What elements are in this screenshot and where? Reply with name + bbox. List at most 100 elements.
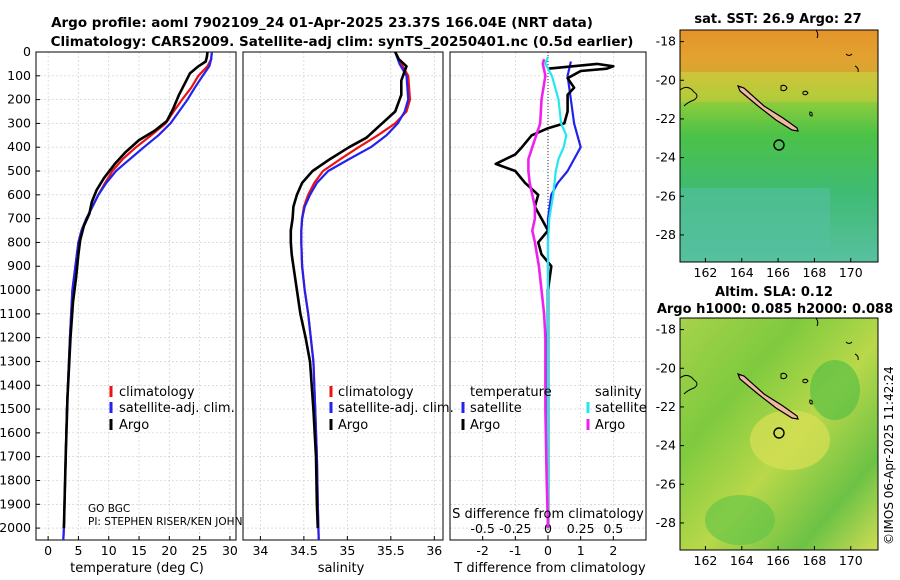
- series-line-argo: [289, 51, 408, 529]
- s-tick-label: 0.25: [567, 521, 595, 536]
- loyalty-islands: [780, 372, 813, 405]
- salinity-axes: [242, 51, 444, 541]
- loyalty-islands: [780, 84, 813, 117]
- series-line-argo: [62, 51, 209, 529]
- y-tick-label: 0: [23, 44, 31, 59]
- x-tick-label: 20: [161, 543, 177, 558]
- legend-climatology-label: climatology: [338, 385, 414, 400]
- y-tick-label: 1700: [0, 449, 31, 464]
- map-x-tick-label: 166: [766, 553, 790, 568]
- s-difference-label: S difference from climatology: [452, 507, 644, 522]
- legend-satellite-label: satellite-adj. clim.: [338, 401, 454, 416]
- y-tick-label: 300: [7, 115, 31, 130]
- sla-map-title: Altim. SLA: 0.12: [715, 285, 833, 300]
- legend-temperature-header: temperature: [470, 385, 552, 400]
- series-line-satellite-adj-clim-: [300, 51, 410, 541]
- y-tick-label: 200: [7, 92, 31, 107]
- new-caledonia-island: [736, 85, 799, 132]
- map-x-tick-label: 166: [766, 265, 790, 280]
- new-caledonia-island: [736, 373, 799, 420]
- map-y-tick-label: -26: [656, 188, 676, 203]
- sst-yellow-band: [680, 72, 878, 102]
- y-tick-label: 1900: [0, 496, 31, 511]
- legend-argo-label: Argo: [119, 418, 149, 433]
- map-y-tick-label: -20: [656, 360, 676, 375]
- map-x-tick-label: 162: [694, 265, 718, 280]
- temperature-axes: [35, 51, 237, 541]
- y-tick-label: 1000: [0, 282, 31, 297]
- map-x-tick-label: 170: [839, 265, 863, 280]
- sst-cool-patch: [680, 188, 830, 262]
- s-tick-label: 0: [544, 521, 552, 536]
- pi-label: PI: STEPHEN RISER/KEN JOHN: [88, 516, 242, 528]
- y-tick-label: 800: [7, 234, 31, 249]
- series-line-t-argo: [494, 62, 615, 529]
- sla-low-blob: [810, 360, 860, 420]
- sla-map-frame: [679, 317, 879, 551]
- x-tick-label: 35.5: [377, 543, 405, 558]
- series-line-climatology: [62, 51, 213, 541]
- series-line-s-argo: [527, 58, 550, 529]
- map-x-tick-label: 170: [839, 553, 863, 568]
- depth-tick-labels: 0 100 200 300 400 500 600 700 800 900 1000 1100 1200…: [0, 44, 40, 535]
- x-tick-label: 1: [577, 543, 585, 558]
- difference-panel: -2 -1 0 1 2 -0.5 -0.25 0 0.25 0.5 S difference f…: [449, 51, 647, 576]
- temperature-legend: climatology satellite-adj. clim. Argo: [109, 385, 235, 433]
- sst-warm-patch: [680, 30, 878, 72]
- salinity-grid: [243, 51, 443, 540]
- s-tick-label: 0.5: [603, 521, 623, 536]
- sla-map-panel: Altim. SLA: 0.12 Argo h1000: 0.085 h2000…: [656, 285, 894, 568]
- legend-satellite-label: satellite-adj. clim.: [119, 401, 235, 416]
- legend-s-argo-label: Argo: [595, 418, 625, 433]
- legend-argo-label: Argo: [338, 418, 368, 433]
- x-tick-label: 36: [426, 543, 442, 558]
- series-line-s-satellite: [544, 56, 568, 529]
- legend-s-satellite-label: satellite: [595, 401, 647, 416]
- map-y-tick-label: -24: [656, 150, 676, 165]
- map-y-tick-label: -28: [656, 515, 676, 530]
- difference-tick-labels: -2 -1 0 1 2: [476, 536, 617, 558]
- sla-high-blob: [750, 410, 830, 470]
- temperature-tick-labels: 0 5 10 15 20 25 30: [44, 536, 238, 558]
- sla-map-subtitle: Argo h1000: 0.085 h2000: 0.088: [657, 302, 893, 317]
- coastline-north: [815, 30, 859, 73]
- y-tick-label: 900: [7, 258, 31, 273]
- x-tick-label: 2: [609, 543, 617, 558]
- x-tick-label: 10: [101, 543, 117, 558]
- salinity-tick-labels: 34 34.5 35 35.5 36: [252, 536, 442, 558]
- x-tick-label: 0: [44, 543, 52, 558]
- x-tick-label: -2: [476, 543, 488, 558]
- x-tick-label: 34: [252, 543, 268, 558]
- map-y-tick-label: -28: [656, 227, 676, 242]
- y-tick-label: 100: [7, 68, 31, 83]
- y-tick-label: 1200: [0, 330, 31, 345]
- legend-climatology-label: climatology: [119, 385, 195, 400]
- y-tick-label: 600: [7, 187, 31, 202]
- figure-title-line2: Climatology: CARS2009. Satellite-adj cli…: [51, 34, 634, 50]
- y-tick-label: 400: [7, 139, 31, 154]
- y-tick-label: 1800: [0, 472, 31, 487]
- y-tick-label: 1500: [0, 401, 31, 416]
- y-tick-label: 1100: [0, 306, 31, 321]
- program-label: GO BGC: [88, 503, 130, 515]
- salinity-xlabel: salinity: [318, 561, 365, 576]
- difference-lines: [494, 56, 615, 529]
- y-tick-label: 700: [7, 211, 31, 226]
- map-x-tick-label: 168: [802, 553, 826, 568]
- sst-map-panel: sat. SST: 26.9 Argo: 27 162 164 166 168 170 -…: [656, 12, 879, 280]
- y-tick-label: 1600: [0, 425, 31, 440]
- map-y-tick-label: -20: [656, 72, 676, 87]
- sst-map-ticks: 162 164 166 168 170 -18 -20 -22 -24 -26 -28: [656, 34, 863, 280]
- map-y-tick-label: -26: [656, 476, 676, 491]
- temperature-grid: [36, 51, 236, 540]
- map-x-tick-label: 162: [694, 553, 718, 568]
- sla-map-ticks: 162 164 166 168 170 -18 -20 -22 -24 -26 -28: [656, 322, 863, 568]
- y-tick-label: 1400: [0, 377, 31, 392]
- x-tick-label: 25: [192, 543, 208, 558]
- x-tick-label: 15: [131, 543, 147, 558]
- map-y-tick-label: -22: [656, 111, 676, 126]
- series-line-satellite-adj-clim-: [62, 51, 213, 541]
- imos-credit: ©IMOS 06-Apr-2025 11:42:24: [882, 366, 896, 545]
- sst-map-frame: [679, 29, 879, 263]
